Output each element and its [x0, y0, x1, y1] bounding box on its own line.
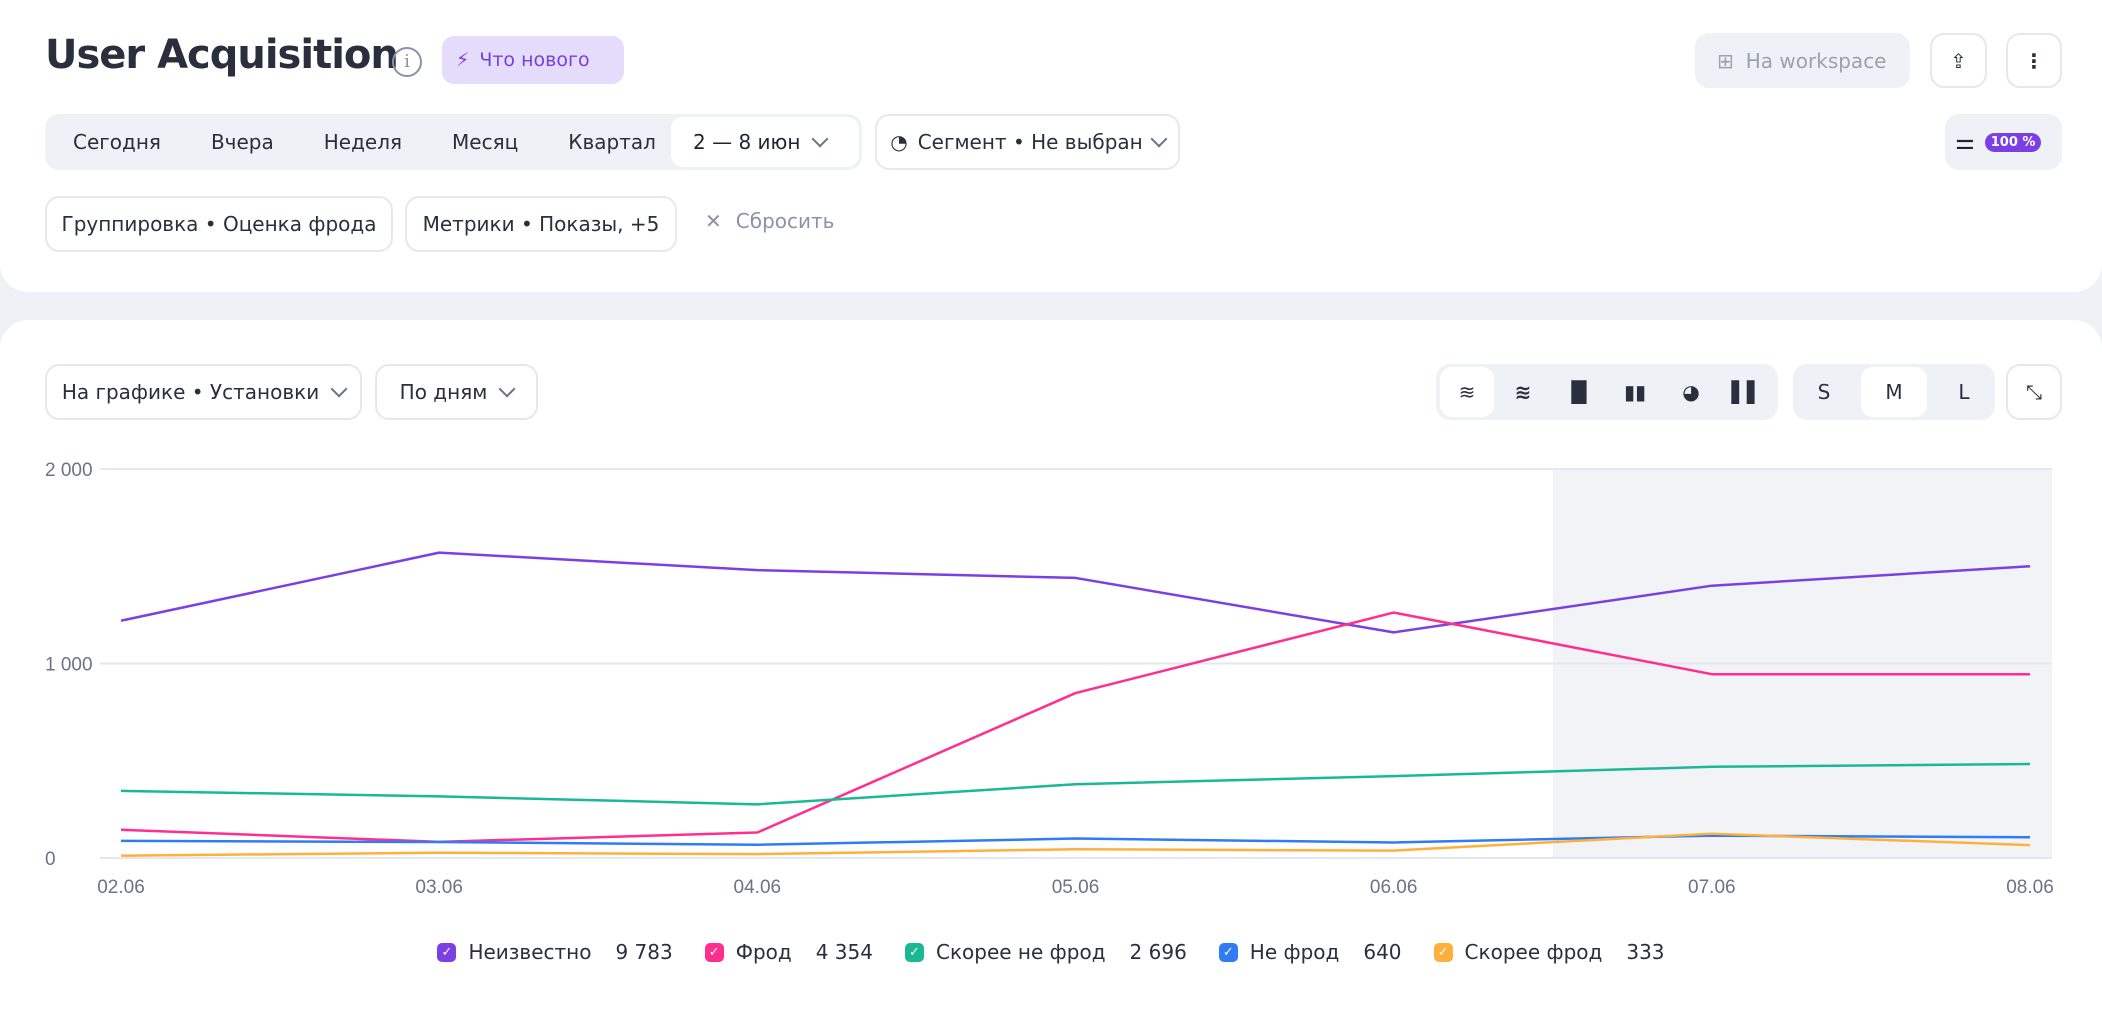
- legend-item[interactable]: ✓ Не фрод 640: [1218, 940, 1402, 964]
- x-tick-label: 02.06: [97, 877, 145, 898]
- series-line: [120, 834, 2031, 847]
- reset-button[interactable]: ✕ Сбросить: [705, 209, 835, 233]
- chart-type-pie-icon[interactable]: ◕: [1682, 380, 1700, 404]
- size-switcher: S M L: [1793, 364, 1995, 420]
- checkbox-checked-icon[interactable]: ✓: [437, 942, 457, 962]
- legend-label: Неизвестно: [468, 940, 592, 964]
- period-week[interactable]: Неделя: [323, 130, 403, 154]
- whats-new-button[interactable]: ⚡ Что нового: [442, 36, 624, 84]
- x-tick-label: 08.06: [2006, 877, 2054, 898]
- pie-icon: ◔: [890, 130, 908, 154]
- segment-dropdown[interactable]: ◔ Сегмент • Не выбран: [875, 114, 1180, 170]
- granularity-dropdown[interactable]: По дням: [375, 364, 538, 420]
- workspace-button[interactable]: ⊞ На workspace: [1695, 33, 1910, 88]
- more-button[interactable]: ⋮: [2006, 33, 2062, 88]
- x-tick-label: 03.06: [415, 877, 463, 898]
- chart-type-stacked-bar-icon[interactable]: ▮▮: [1623, 380, 1646, 404]
- legend-total: 333: [1626, 940, 1665, 964]
- y-tick-label: 0: [45, 849, 56, 870]
- size-s[interactable]: S: [1817, 380, 1831, 404]
- size-m[interactable]: M: [1861, 367, 1927, 417]
- x-tick-label: 04.06: [734, 877, 782, 898]
- legend-total: 4 354: [815, 940, 873, 964]
- checkbox-checked-icon[interactable]: ✓: [1218, 942, 1238, 962]
- legend-item[interactable]: ✓ Фрод 4 354: [704, 940, 873, 964]
- filter-settings-button[interactable]: ⚌ 100 %: [1945, 114, 2062, 170]
- x-tick-label: 05.06: [1052, 877, 1100, 898]
- lightning-icon: ⚡: [456, 49, 470, 71]
- chart-legend: ✓ Неизвестно 9 783 ✓ Фрод 4 354 ✓ Скорее не фро…: [0, 940, 2102, 964]
- series-line: [120, 551, 2031, 634]
- share-icon: ⇪: [1950, 48, 1967, 73]
- legend-label: Скорее не фрод: [935, 940, 1106, 964]
- period-month[interactable]: Месяц: [452, 130, 519, 154]
- checkbox-checked-icon[interactable]: ✓: [904, 942, 924, 962]
- legend-total: 2 696: [1129, 940, 1187, 964]
- legend-total: 9 783: [615, 940, 673, 964]
- grouping-button[interactable]: Группировка • Оценка фрода: [45, 196, 393, 252]
- y-tick-label: 1 000: [45, 655, 93, 676]
- date-range-picker[interactable]: 2 — 8 июн: [671, 117, 859, 167]
- legend-item[interactable]: ✓ Скорее не фрод 2 696: [904, 940, 1187, 964]
- widgets-add-icon: ⊞: [1717, 48, 1734, 73]
- page-title: User Acquisition: [45, 32, 399, 78]
- collapse-button[interactable]: ⤡: [2006, 364, 2062, 420]
- size-l[interactable]: L: [1958, 380, 1970, 404]
- more-vertical-icon: ⋮: [2024, 48, 2044, 73]
- collapse-icon: ⤡: [2026, 380, 2042, 404]
- legend-total: 640: [1363, 940, 1402, 964]
- metrics-button[interactable]: Метрики • Показы, +5: [405, 196, 677, 252]
- period-quarter[interactable]: Квартал: [568, 130, 656, 154]
- series-line: [120, 832, 2031, 857]
- checkbox-checked-icon[interactable]: ✓: [1433, 942, 1453, 962]
- legend-item[interactable]: ✓ Неизвестно 9 783: [437, 940, 673, 964]
- chart-type-switcher: ≋ ≋ ▐▌ ▮▮ ◕ ▌▌: [1436, 364, 1778, 420]
- share-button[interactable]: ⇪: [1930, 33, 1987, 88]
- legend-item[interactable]: ✓ Скорее фрод 333: [1433, 940, 1665, 964]
- x-tick-label: 06.06: [1370, 877, 1418, 898]
- legend-label: Фрод: [735, 940, 792, 964]
- period-today[interactable]: Сегодня: [73, 130, 161, 154]
- x-tick-label: 07.06: [1688, 877, 1736, 898]
- chart-type-column-icon[interactable]: ▌▌: [1731, 380, 1763, 404]
- sliders-icon: ⚌: [1955, 129, 1975, 155]
- legend-label: Не фрод: [1249, 940, 1340, 964]
- close-icon: ✕: [705, 209, 722, 233]
- chart-type-bar-icon[interactable]: ▐▌: [1563, 380, 1595, 404]
- on-chart-dropdown[interactable]: На графике • Установки: [45, 364, 362, 420]
- chart-type-stacked-area-icon[interactable]: ≋: [1514, 380, 1532, 404]
- y-tick-label: 2 000: [45, 460, 93, 481]
- checkbox-checked-icon[interactable]: ✓: [704, 942, 724, 962]
- period-yesterday[interactable]: Вчера: [210, 130, 274, 154]
- period-selector: Сегодня Вчера Неделя Месяц Квартал 2 — 8…: [45, 114, 862, 170]
- chart-type-line-icon[interactable]: ≋: [1440, 367, 1494, 417]
- info-icon[interactable]: i: [392, 47, 422, 77]
- legend-label: Скорее фрод: [1464, 940, 1603, 964]
- series-line: [120, 762, 2031, 806]
